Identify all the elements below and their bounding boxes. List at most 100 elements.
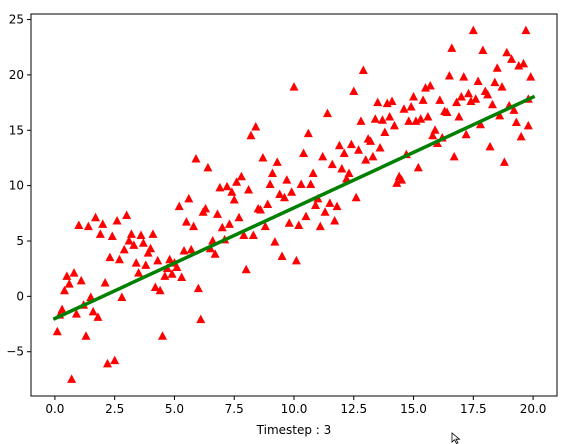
data-point-triangle [256,204,266,214]
x-tick-label: 5.0 [165,402,184,416]
data-point-triangle [521,25,531,35]
data-point-triangle [189,221,199,231]
data-point-triangle [351,192,361,202]
data-point-triangle [418,95,428,104]
data-point-triangle [282,175,292,184]
data-point-triangle [315,221,325,231]
data-point-triangle [447,43,457,52]
data-point-triangle [325,198,335,207]
data-point-triangle [122,210,132,220]
data-point-triangle [499,157,509,166]
data-point-triangle [397,175,407,184]
data-point-triangle [428,130,438,140]
data-point-triangle [265,179,275,189]
data-point-triangle [421,83,430,92]
data-point-triangle [160,271,170,280]
data-point-triangle [387,96,397,105]
data-point-triangle [260,221,270,231]
data-point-triangle [86,292,96,301]
data-point-triangle [112,216,122,225]
data-point-triangle [88,306,98,316]
data-point-triangle [81,331,91,340]
data-point-triangle [193,283,203,293]
data-point-triangle [349,86,359,96]
data-point-triangle [62,271,72,280]
data-point-triangle [64,279,74,288]
data-point-triangle [134,268,144,277]
y-tick-label: 20 [9,68,24,82]
x-tick-label: 10.0 [281,402,308,416]
data-point-triangle [100,278,110,287]
data-point-triangle [196,314,206,324]
data-point-triangle [361,155,371,164]
data-point-triangle [131,258,141,267]
data-point-triangle [487,99,497,109]
data-point-triangle [141,260,151,269]
data-point-triangle [473,76,483,86]
data-point-triangle [234,212,244,222]
x-tick-label: 17.5 [460,402,487,416]
data-point-triangle [124,235,134,245]
data-point-triangle [308,168,318,177]
data-point-triangle [519,58,529,68]
data-point-triangle [294,220,304,229]
data-point-triangle [490,77,500,87]
data-point-triangle [277,251,287,260]
data-point-triangle [526,72,536,81]
data-point-triangle [103,358,113,368]
data-point-triangle [306,179,316,189]
data-point-triangle [143,248,153,257]
data-point-triangle [91,212,101,222]
data-point-triangle [212,209,222,218]
data-point-triangle [153,255,163,265]
data-point-triangle [346,139,356,149]
data-point-triangle [181,217,191,226]
data-point-triangle [330,216,340,225]
data-point-triangle [67,374,77,383]
data-point-triangle [232,177,242,186]
data-point-triangle [241,264,251,274]
data-point-triangle [150,282,160,291]
data-point-triangle [222,181,232,191]
data-point-triangle [172,262,182,272]
data-point-triangle [468,25,478,35]
data-point-triangle [370,114,380,123]
data-point-triangle [258,152,268,162]
data-point-triangle [411,116,421,125]
data-point-triangle [69,268,79,277]
data-point-triangle [244,185,254,194]
data-point-triangle [322,108,332,118]
data-point-triangle [203,162,213,172]
y-axis: −5 0 5 10 15 20 25 [6,13,31,359]
data-point-triangle [354,145,364,154]
data-point-triangle [83,221,93,231]
data-point-triangle [478,45,488,55]
data-point-triangle [191,154,201,163]
data-point-triangle [366,136,376,145]
data-point-triangle [299,148,309,158]
data-point-triangle [342,173,352,183]
data-point-triangle [251,121,261,131]
data-point-triangle [52,326,62,336]
data-point-triangle [136,230,146,239]
data-point-triangle [210,249,220,258]
data-point-triangle [464,88,474,98]
data-point-triangle [272,157,282,166]
data-point-triangle [110,355,120,365]
data-point-triangle [126,229,136,238]
data-point-triangle [320,207,330,216]
data-point-triangle [332,201,342,211]
mouse-pointer-icon [451,432,461,444]
y-tick-label: 5 [16,234,24,248]
data-point-triangle [492,63,502,72]
data-point-triangle [224,219,234,228]
data-point-triangle [485,141,495,151]
data-point-triangle [406,102,416,111]
data-point-triangle [514,61,524,70]
data-point-triangle [201,203,211,213]
data-point-triangle [155,285,165,295]
data-point-triangle [303,128,313,138]
data-point-triangle [95,229,105,238]
data-point-triangle [442,107,452,117]
data-point-triangle [452,97,462,107]
